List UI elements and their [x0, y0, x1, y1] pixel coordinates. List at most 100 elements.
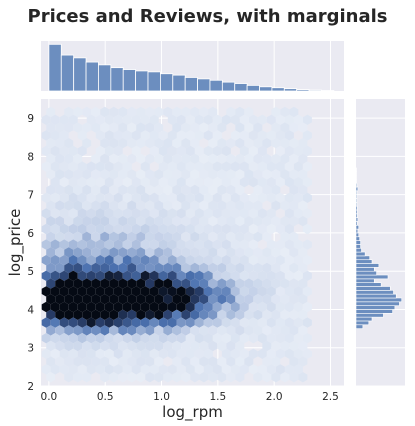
hexbin-cell: [154, 356, 164, 367]
marginal-y-bar: [355, 267, 375, 272]
hexbin-cell: [190, 231, 200, 242]
marginal-y-bar: [355, 205, 358, 211]
hexbin-cell: [149, 364, 159, 375]
hexbin-cell: [271, 153, 281, 164]
hexbin-cell: [257, 255, 267, 266]
marginal-y-bar: [355, 305, 396, 310]
hexbin-cell: [275, 161, 285, 172]
hexbin-cell: [167, 317, 177, 328]
hexbin-cell: [64, 325, 74, 336]
hexbin-cell: [266, 114, 276, 125]
hexbin-cell: [248, 270, 258, 281]
hexbin-cell: [203, 255, 213, 266]
hexbin-cell: [46, 153, 56, 164]
hexbin-cell: [208, 294, 218, 305]
hexbin-cell: [208, 247, 218, 258]
hexbin-cell: [91, 169, 101, 180]
hexbin-cell: [154, 216, 164, 227]
hexbin-cell: [194, 161, 204, 172]
hexbin-cell: [109, 122, 119, 133]
marginal-y-bar: [355, 228, 359, 234]
hexbin-cell: [275, 223, 285, 235]
hexbin-cell: [46, 278, 56, 289]
hexbin-cell: [244, 138, 254, 149]
hexbin-cell: [154, 294, 164, 305]
hexbin-cell: [68, 270, 78, 281]
hexbin-cell: [181, 309, 191, 320]
hexbin-cell: [298, 325, 308, 336]
hexbin-cell: [46, 340, 56, 352]
hexbin-cell: [226, 169, 236, 180]
hexbin-cell: [176, 255, 186, 266]
hexbin-cell: [86, 270, 96, 281]
hexbin-cell: [244, 247, 254, 258]
marginal-y-bar: [355, 301, 400, 306]
hexbin-cell: [194, 286, 204, 297]
hexbin-cell: [59, 130, 69, 141]
hexbin-cell: [104, 364, 114, 375]
hexbin-cell: [82, 231, 92, 242]
hexbin-cell: [73, 200, 83, 211]
marginal-y-bar: [355, 190, 358, 195]
hexbin-cell: [50, 239, 60, 250]
hexbin-cell: [154, 200, 164, 211]
hexbin-cell: [86, 114, 96, 125]
hexbin-cell: [284, 364, 294, 375]
hexbin-cell: [95, 301, 105, 313]
hexbin-cell: [221, 255, 231, 266]
hexbin-cell: [91, 356, 101, 367]
hexbin-cell: [41, 239, 51, 250]
hexbin-cell: [289, 169, 299, 180]
hexbin-cell: [73, 106, 83, 118]
hexbin-cell: [284, 270, 294, 281]
marginal-y-bar: [355, 213, 358, 218]
hexbin-cell: [271, 262, 281, 274]
hexbin-cell: [271, 106, 281, 118]
hexbin-cell: [266, 364, 276, 375]
hexbin-cell: [136, 247, 146, 258]
x-tick-label: 0.0: [41, 391, 58, 403]
hexbin-cell: [86, 286, 96, 297]
hexbin-cell: [118, 184, 128, 196]
hexbin-cell: [257, 145, 267, 157]
hexbin-cell: [46, 247, 56, 258]
hexbin-cell: [100, 247, 110, 258]
marginal-x-bar: [197, 78, 211, 92]
hexbin-cell: [77, 301, 87, 313]
y-tick-label: 3: [27, 343, 34, 355]
hexbin-cell: [59, 270, 69, 281]
hexbin-cell: [41, 348, 51, 359]
hexbin-cell: [145, 356, 155, 367]
hexbin-cell: [154, 138, 164, 149]
hexbin-cell: [284, 177, 294, 188]
hexbin-cell: [275, 255, 285, 266]
hexbin-cell: [235, 278, 245, 289]
marginal-x-bar: [246, 85, 260, 92]
hexbin-cell: [73, 356, 83, 367]
hexbin-cell: [55, 262, 65, 274]
hexbin-cell: [217, 200, 227, 211]
hexbin-cell: [154, 122, 164, 133]
hexbin-cell: [50, 348, 60, 359]
hexbin-cell: [262, 231, 272, 242]
hexbin-cell: [239, 333, 249, 344]
hexbin-cell: [172, 153, 182, 164]
hexbin-cell: [113, 270, 123, 281]
marginal-y-bar: [355, 297, 403, 303]
hexbin-cell: [50, 364, 60, 375]
hexbin-cell: [239, 130, 249, 141]
hexbin-cell: [136, 184, 146, 196]
hexbin-cell: [149, 270, 159, 281]
hexbin-cell: [73, 153, 83, 164]
hexbin-cell: [275, 348, 285, 359]
hexbin-cell: [109, 138, 119, 149]
marginal-y-bar: [355, 202, 358, 207]
hexbin-cell: [280, 200, 290, 211]
hexbin-cell: [127, 122, 137, 133]
hexbin-cell: [158, 208, 168, 219]
hexbin-cell: [113, 161, 123, 172]
hexbin-cell: [190, 216, 200, 227]
hexbin-cell: [140, 317, 150, 328]
hexbin-cell: [248, 208, 258, 219]
hexbin-cell: [302, 114, 312, 125]
